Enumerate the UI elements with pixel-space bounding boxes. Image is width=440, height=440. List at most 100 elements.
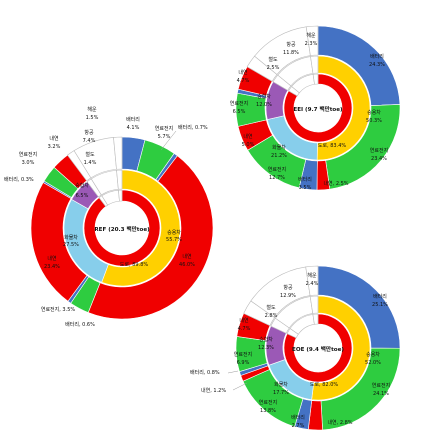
eoe-center-disk	[295, 325, 341, 371]
eei-fuel-segment-11	[305, 25, 319, 56]
ref-passenger-pct: 55.7%	[166, 237, 182, 243]
eei-rings	[235, 25, 401, 191]
eei-shipping-label: 해운	[306, 32, 316, 39]
eei-freight-pct: 21.2%	[271, 153, 287, 159]
eoe-mode-segment-3	[312, 313, 319, 325]
eoe-rings	[235, 265, 401, 431]
eei-chart-title: EEI (9.7 백만toe)	[293, 105, 343, 113]
eei-vehicle-segment-0	[316, 55, 371, 161]
ref-van-label: 승합차	[75, 182, 89, 189]
eei-ice-van-label: 내연	[238, 69, 248, 76]
eoe-battery-top-pct: 25.1%	[372, 302, 388, 308]
ref-ice-freight-pct: 23.4%	[44, 264, 60, 270]
ref-shipping-label: 해운	[87, 106, 97, 113]
ref-center-disk	[96, 202, 148, 254]
ref-freight-pct: 27.5%	[63, 242, 79, 248]
eoe-road-label: 도로, 82.0%	[310, 382, 339, 388]
eoe-passenger-pct: 52.0%	[365, 360, 381, 366]
ref-battery-passenger-label: 배터리, 0.7%	[178, 124, 208, 131]
eei-aviation-pct: 11.8%	[283, 50, 299, 56]
eoe-fuelcell-passenger-pct: 24.1%	[373, 391, 389, 397]
eoe-mode-segment-0	[283, 313, 353, 383]
ref-vehicle-segment-5	[116, 169, 123, 190]
ref-mode-segment-0	[83, 189, 161, 267]
ref-road-label: 도로, 89.8%	[120, 262, 149, 268]
eei-mode-segment-3	[312, 73, 319, 85]
eei-center-disk	[295, 85, 341, 131]
eei-fuelcell-van-label: 연료전지	[230, 100, 248, 107]
ref-rings	[30, 136, 214, 320]
eei-battery-freight-pct: 3.5%	[299, 185, 312, 191]
eoe-rail-label: 철도	[266, 304, 276, 311]
eoe-fuel-segment-11	[305, 265, 319, 296]
ref-van-pct: 6.5%	[76, 193, 89, 199]
ref-aviation-pct: 7.4%	[83, 138, 96, 144]
eei-battery-top-pct: 24.3%	[369, 62, 385, 68]
eei-rail-label: 철도	[268, 56, 278, 63]
ref-battery-top-label: 배터리	[126, 116, 140, 123]
ref-fuelcell-van-label: 연료전지	[19, 151, 37, 158]
eoe-fuelcell-van-pct: 6.9%	[237, 360, 250, 366]
eei-road-label: 도로, 83.4%	[318, 143, 347, 149]
ref-ice-passenger-label: 내연	[182, 253, 192, 260]
eoe-aviation-pct: 12.9%	[280, 293, 296, 299]
ref-ice-freight-label: 내연	[47, 255, 57, 262]
eoe-battery-van-label: 배터리, 0.8%	[190, 369, 220, 376]
eoe-van-label: 승합차	[259, 336, 273, 343]
ref-aviation-label: 항공	[84, 129, 94, 136]
ref-battery-freight-label: 배터리, 0.6%	[65, 321, 95, 328]
eoe-fuelcell-van-label: 연료전지	[234, 351, 252, 358]
eoe-freight-pct: 17.7%	[273, 390, 289, 396]
eei-battery-freight-label: 배터리	[298, 176, 312, 183]
eei-fuelcell-freight-label: 연료전지	[268, 166, 286, 173]
ref-passenger-label: 승용차	[167, 229, 181, 236]
eei-shipping-pct: 2.3%	[305, 41, 318, 47]
ref-ice-van-pct: 3.2%	[48, 144, 61, 150]
ref-sunburst-chart: REF (20.3 백만toe) 도로, 89.8% 승용차 55.7% 화물차…	[4, 106, 214, 328]
eei-passenger-label: 승용차	[367, 109, 381, 116]
eoe-aviation-label: 항공	[283, 284, 293, 291]
ref-chart-title: REF (20.3 백만toe)	[94, 225, 150, 233]
eoe-sunburst-chart: EOE (9.4 백만toe) 도로, 82.0% 승용차 52.0% 화물차 …	[190, 265, 401, 431]
ref-rail-label: 철도	[85, 151, 95, 158]
eei-battery-top-label: 배터리	[370, 53, 384, 60]
eoe-shipping-pct: 2.4%	[306, 281, 319, 287]
eoe-ice-freight-label: 내연, 1.2%	[201, 387, 226, 394]
eoe-fuelcell-passenger-label: 연료전지	[372, 382, 390, 389]
eoe-fuelcell-freight-pct: 13.8%	[260, 408, 276, 414]
ref-freight-label: 화물차	[64, 234, 78, 241]
eei-van-pct: 12.0%	[256, 102, 272, 108]
eoe-battery-top-label: 배터리	[373, 293, 387, 300]
ref-battery-passenger-leader	[160, 130, 177, 151]
eei-fuelcell-passenger-pct: 23.4%	[371, 156, 387, 162]
eei-aviation-label: 항공	[286, 41, 296, 48]
eei-vehicle-segment-5	[310, 55, 319, 74]
eoe-ice-van-pct: 4.7%	[238, 326, 251, 332]
eei-freight-label: 화물차	[272, 144, 286, 151]
ref-shipping-pct: 1.5%	[86, 115, 99, 121]
eoe-battery-freight-pct: 2.7%	[292, 423, 305, 429]
ref-fuel-segment-12	[113, 136, 123, 170]
eoe-battery-freight-label: 배터리	[291, 414, 305, 421]
eei-ice-freight-pct: 5.0%	[242, 142, 255, 148]
eoe-passenger-label: 승용차	[366, 351, 380, 358]
eei-fuelcell-freight-pct: 12.7%	[269, 175, 285, 181]
eei-van-label: 승합차	[257, 93, 271, 100]
ref-mode-segment-3	[118, 189, 123, 202]
eei-rail-pct: 2.5%	[267, 65, 280, 71]
eei-fuelcell-van-pct: 6.5%	[233, 109, 246, 115]
eei-fuelcell-passenger-label: 연료전지	[370, 147, 388, 154]
ref-fuelcell-freight-label: 연료전지, 3.5%	[41, 306, 76, 313]
eoe-rail-pct: 2.8%	[265, 313, 278, 319]
eoe-chart-title: EOE (9.4 백만toe)	[292, 345, 344, 353]
eoe-fuelcell-freight-label: 연료전지	[259, 399, 277, 406]
eei-ice-passenger-label: 내연, 2.5%	[323, 180, 348, 187]
ref-fuelcell-top-pct: 5.7%	[158, 134, 171, 140]
ref-battery-top-pct: 4.1%	[127, 125, 140, 131]
eei-ice-van-pct: 4.7%	[237, 78, 250, 84]
ref-fuel-segment-3	[87, 155, 214, 320]
eoe-ice-freight-leader	[232, 382, 248, 391]
ref-fuelcell-van-pct: 3.0%	[22, 160, 35, 166]
eoe-ice-van-label: 내연	[239, 317, 249, 324]
